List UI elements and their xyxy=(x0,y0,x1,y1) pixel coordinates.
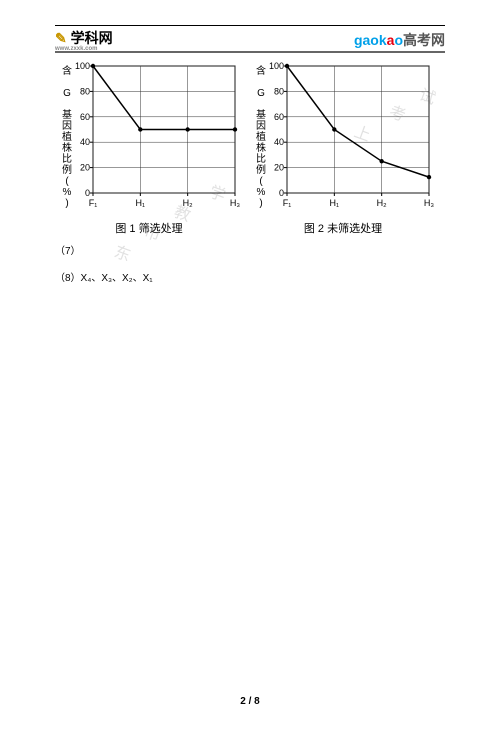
logo-right-suffix: 高考网 xyxy=(403,32,445,48)
svg-text:例: 例 xyxy=(62,163,72,176)
chart-1-svg: 0 20 40 60 80 100 F₁ H₁ H₂ H₃ 含 G 基因植株比例(%) xyxy=(55,58,243,213)
svg-text:100: 100 xyxy=(75,61,90,71)
svg-text:20: 20 xyxy=(274,163,284,173)
svg-text:因: 因 xyxy=(256,120,266,132)
logo-left: ✎ 学科网 www.zxxk.com xyxy=(55,28,113,52)
svg-text:H₃: H₃ xyxy=(230,198,240,208)
svg-text:植: 植 xyxy=(62,130,72,143)
svg-text:基: 基 xyxy=(62,108,72,121)
svg-text:(: ( xyxy=(259,176,263,187)
svg-text:80: 80 xyxy=(274,86,284,96)
svg-text:%: % xyxy=(63,187,72,198)
svg-text:0: 0 xyxy=(279,188,284,198)
chart-1-caption: 图 1 筛选处理 xyxy=(55,220,243,236)
svg-text:H₂: H₂ xyxy=(183,198,193,208)
svg-text:60: 60 xyxy=(274,112,284,122)
page-header: ✎ 学科网 www.zxxk.com gaokao高考网 xyxy=(55,25,445,53)
svg-text:40: 40 xyxy=(274,137,284,147)
svg-text:20: 20 xyxy=(80,163,90,173)
svg-text:例: 例 xyxy=(256,163,266,176)
logo-right: gaokao高考网 xyxy=(354,30,445,50)
svg-text:含: 含 xyxy=(62,64,72,77)
question-8: （8）X₄、X₃、X₂、X₁ xyxy=(55,269,445,284)
svg-text:0: 0 xyxy=(85,188,90,198)
logo-left-text: 学科网 xyxy=(71,30,113,46)
svg-text:H₁: H₁ xyxy=(136,198,146,208)
svg-text:株: 株 xyxy=(256,141,266,154)
chart-1: 0 20 40 60 80 100 F₁ H₁ H₂ H₃ 含 G 基因植株比例(%) 图 1 筛选… xyxy=(55,58,243,236)
question-7: （7） xyxy=(55,242,445,257)
svg-text:植: 植 xyxy=(256,130,266,143)
svg-text:H₁: H₁ xyxy=(330,198,340,208)
logo-left-icon: ✎ xyxy=(55,30,67,46)
chart-2-caption: 图 2 未筛选处理 xyxy=(249,220,437,236)
svg-text:40: 40 xyxy=(80,137,90,147)
svg-text:含: 含 xyxy=(256,64,266,77)
svg-text:株: 株 xyxy=(62,141,72,154)
svg-text:G: G xyxy=(63,88,71,99)
svg-text:): ) xyxy=(65,198,68,209)
svg-text:60: 60 xyxy=(80,112,90,122)
svg-text:(: ( xyxy=(65,176,69,187)
page-root: ✎ 学科网 www.zxxk.com gaokao高考网 东 市 教 学 上 考… xyxy=(0,25,500,732)
page-number: 2 / 8 xyxy=(0,696,500,707)
svg-text:H₂: H₂ xyxy=(377,198,387,208)
chart-2: 0 20 40 60 80 100 F₁ H₁ H₂ H₃ 含 G 基因植株比例(%) 图 2 未筛… xyxy=(249,58,437,236)
svg-text:): ) xyxy=(259,198,262,209)
svg-text:H₃: H₃ xyxy=(424,198,434,208)
svg-text:F₁: F₁ xyxy=(89,198,98,208)
svg-text:80: 80 xyxy=(80,86,90,96)
logo-right-pre: gaok xyxy=(354,32,387,48)
svg-text:比: 比 xyxy=(62,153,72,165)
svg-text:100: 100 xyxy=(269,61,284,71)
svg-text:F₁: F₁ xyxy=(283,198,292,208)
logo-left-url: www.zxxk.com xyxy=(55,46,113,52)
svg-text:比: 比 xyxy=(256,153,266,165)
svg-text:%: % xyxy=(257,187,266,198)
svg-text:G: G xyxy=(257,88,265,99)
svg-text:基: 基 xyxy=(256,108,266,121)
svg-text:因: 因 xyxy=(62,120,72,132)
charts-row: 020406080100F₁H₁H₂H₃含 G 基因植株比例(%) 图 1 筛选… xyxy=(55,58,445,236)
chart-2-svg: 0 20 40 60 80 100 F₁ H₁ H₂ H₃ 含 G 基因植株比例(%) xyxy=(249,58,437,213)
logo-right-o: o xyxy=(394,32,403,48)
